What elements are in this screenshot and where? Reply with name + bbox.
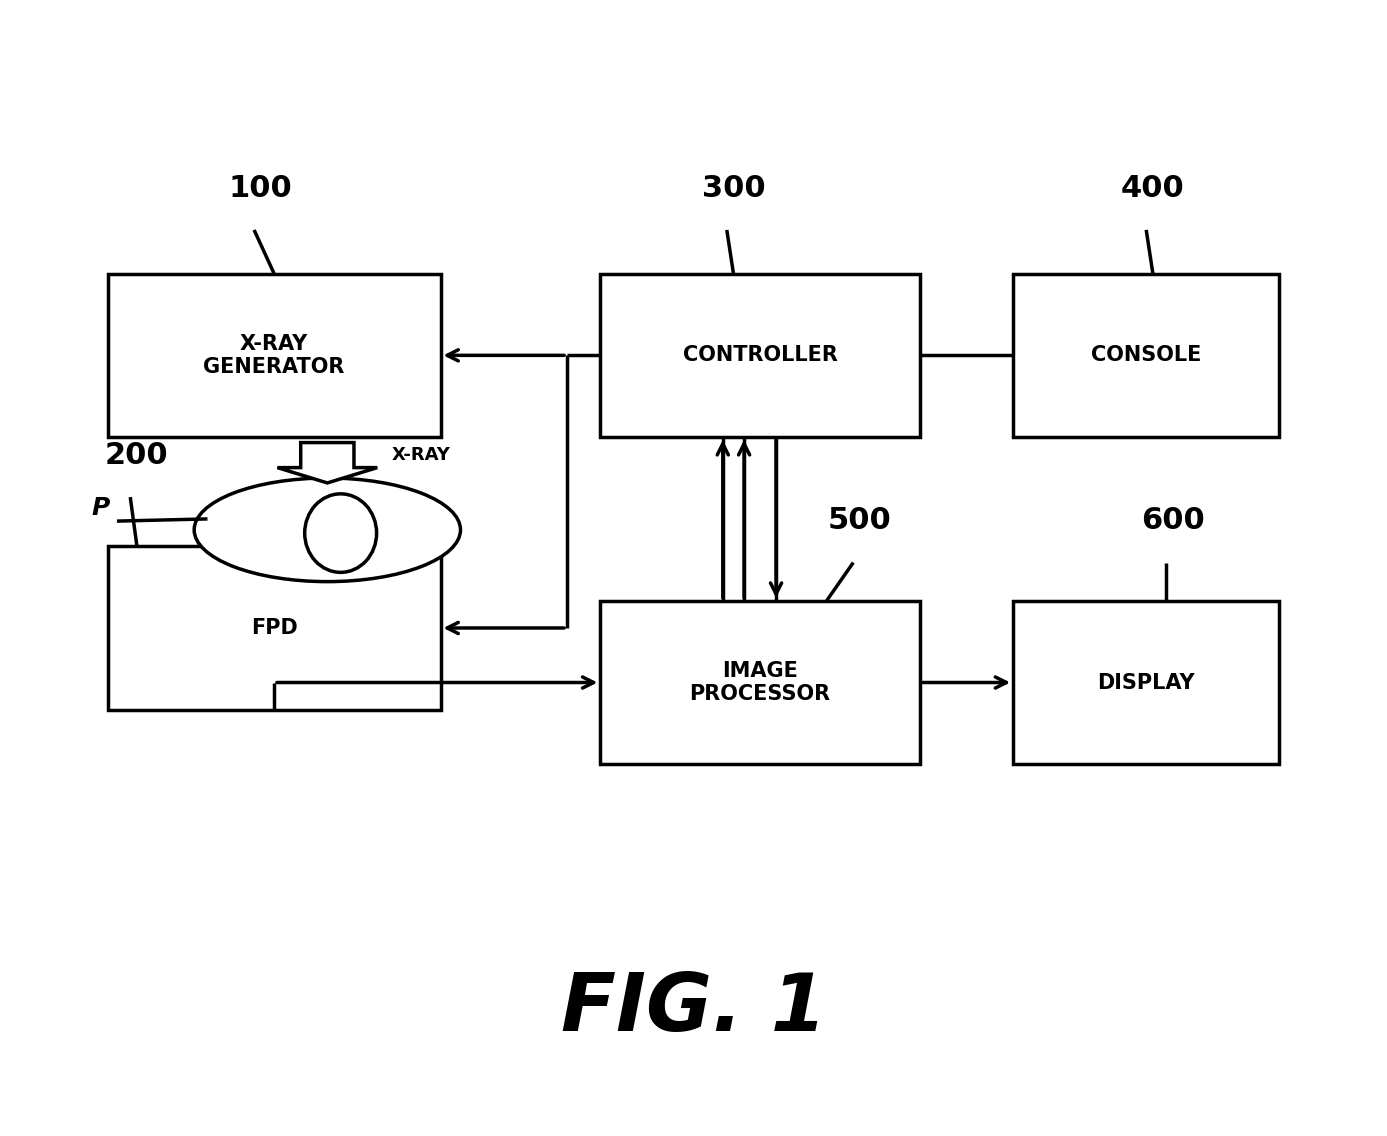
- Polygon shape: [277, 443, 377, 483]
- Text: CONSOLE: CONSOLE: [1092, 345, 1201, 366]
- Bar: [1013, 601, 1279, 765]
- Text: IMAGE
PROCESSOR: IMAGE PROCESSOR: [689, 661, 831, 704]
- Bar: [108, 546, 441, 710]
- Text: 500: 500: [828, 507, 892, 535]
- Text: FIG. 1: FIG. 1: [560, 970, 827, 1047]
- Bar: [1013, 274, 1279, 437]
- Text: 300: 300: [702, 174, 766, 202]
- Text: P: P: [92, 496, 110, 520]
- Text: X-RAY: X-RAY: [391, 446, 451, 465]
- Bar: [601, 601, 920, 765]
- Text: DISPLAY: DISPLAY: [1097, 673, 1196, 693]
- Text: 600: 600: [1142, 507, 1205, 535]
- Ellipse shape: [194, 478, 460, 582]
- Ellipse shape: [305, 494, 377, 573]
- Text: 200: 200: [105, 441, 169, 470]
- Bar: [601, 274, 920, 437]
- Text: 400: 400: [1121, 174, 1184, 202]
- Text: 100: 100: [229, 174, 293, 202]
- Text: FPD: FPD: [251, 618, 297, 638]
- Text: CONTROLLER: CONTROLLER: [682, 345, 838, 366]
- Bar: [108, 274, 441, 437]
- Text: X-RAY
GENERATOR: X-RAY GENERATOR: [204, 334, 345, 377]
